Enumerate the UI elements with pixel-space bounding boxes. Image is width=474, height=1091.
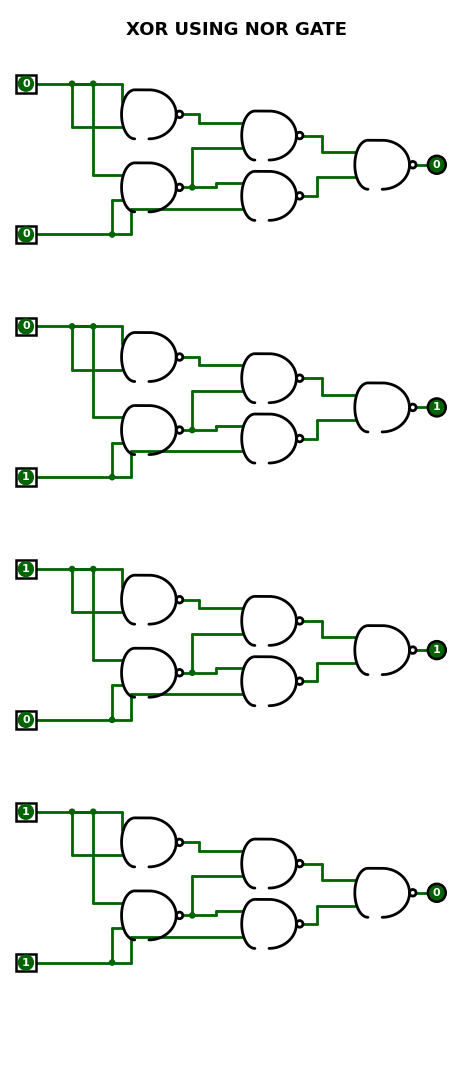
Text: 1: 1 [433,403,441,412]
Circle shape [109,475,115,480]
FancyBboxPatch shape [16,954,36,971]
Circle shape [190,670,195,675]
Text: 0: 0 [22,229,30,240]
Circle shape [109,232,115,237]
Circle shape [109,717,115,722]
Circle shape [190,184,195,190]
Text: XOR USING NOR GATE: XOR USING NOR GATE [127,21,347,38]
Text: 1: 1 [22,958,30,968]
Circle shape [190,428,195,433]
FancyBboxPatch shape [16,803,36,820]
Circle shape [18,712,33,728]
FancyBboxPatch shape [16,561,36,578]
FancyBboxPatch shape [16,711,36,729]
Circle shape [18,319,33,334]
Circle shape [18,227,33,242]
FancyBboxPatch shape [16,226,36,243]
FancyBboxPatch shape [16,75,36,93]
Circle shape [428,642,446,659]
Text: 1: 1 [433,645,441,655]
Circle shape [91,324,96,329]
Text: 1: 1 [22,472,30,482]
Circle shape [428,156,446,173]
Circle shape [70,324,75,329]
Circle shape [190,913,195,918]
Circle shape [70,81,75,86]
Text: 0: 0 [22,322,30,332]
Circle shape [109,960,115,966]
Text: 1: 1 [22,564,30,574]
Circle shape [18,955,33,970]
Text: 0: 0 [433,888,441,898]
Circle shape [70,810,75,814]
Circle shape [428,884,446,902]
FancyBboxPatch shape [16,317,36,335]
Circle shape [18,562,33,576]
Text: 0: 0 [22,79,30,88]
Circle shape [70,566,75,572]
Circle shape [91,566,96,572]
Text: 0: 0 [433,159,441,170]
Circle shape [91,810,96,814]
Circle shape [91,81,96,86]
Circle shape [18,470,33,484]
Text: 0: 0 [22,715,30,724]
Text: 1: 1 [22,806,30,817]
FancyBboxPatch shape [16,468,36,485]
Circle shape [18,76,33,92]
Circle shape [428,398,446,417]
Circle shape [18,804,33,819]
